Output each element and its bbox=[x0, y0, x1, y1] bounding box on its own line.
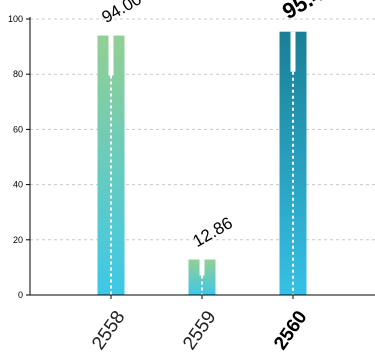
y-tick-label: 80 bbox=[13, 69, 23, 79]
data-label-2559: 12.86 bbox=[190, 213, 236, 251]
bar-notch bbox=[199, 259, 205, 276]
y-tick-label: 40 bbox=[13, 180, 23, 190]
y-tick-label: 20 bbox=[13, 235, 23, 245]
x-tick-label-2560: 2560 bbox=[270, 307, 311, 354]
bars bbox=[97, 31, 307, 296]
y-tick-label: 100 bbox=[8, 14, 23, 24]
y-tick-label: 60 bbox=[13, 124, 23, 134]
bar-notch bbox=[108, 35, 114, 76]
y-tick-label: 0 bbox=[18, 290, 23, 300]
grid-lines bbox=[30, 18, 375, 241]
data-label-2560: 95.4 bbox=[278, 0, 328, 24]
data-label-2558: 94.00 bbox=[99, 0, 145, 27]
bar-notch bbox=[290, 31, 296, 72]
x-tick-label-2559: 2559 bbox=[179, 307, 220, 354]
y-axis-tick-labels: 0 20 40 60 80 100 bbox=[8, 14, 30, 300]
x-axis-tick-labels: 2558 2559 2560 bbox=[88, 295, 312, 354]
x-tick-label-2558: 2558 bbox=[88, 307, 129, 354]
